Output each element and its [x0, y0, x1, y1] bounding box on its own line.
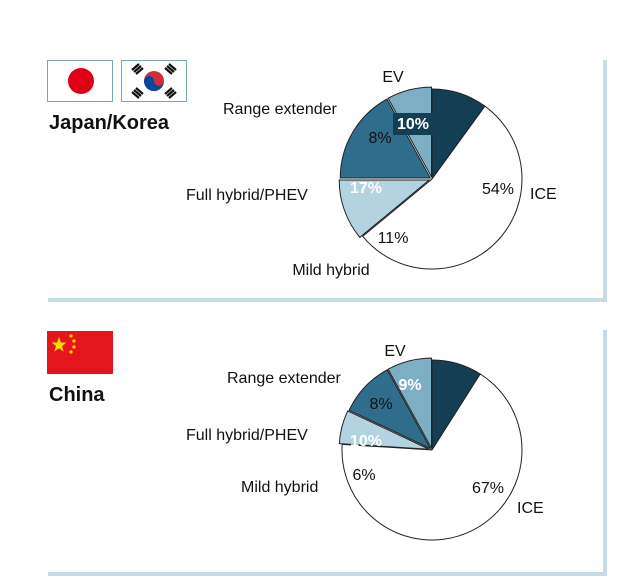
- pct-label-ev: 10%: [397, 116, 429, 133]
- china-flag-icon: [47, 331, 113, 374]
- category-label-range-extender: Range extender: [223, 101, 338, 118]
- category-label-mild-hybrid: Mild hybrid: [241, 479, 318, 496]
- pct-label-mild-hybrid: 6%: [352, 467, 375, 484]
- pct-label-bg-ev: [393, 113, 433, 135]
- pie-slice-range-extender: [387, 357, 433, 449]
- category-label-mild-hybrid: Mild hybrid: [292, 262, 369, 279]
- category-label-range-extender: Range extender: [227, 370, 342, 387]
- region-label-china: China: [49, 384, 105, 406]
- pct-label-ev: 9%: [398, 377, 421, 394]
- pie-slice-ice: [361, 105, 523, 270]
- pct-label-full-hybrid-phev: 10%: [350, 433, 382, 450]
- japan-flag-icon: [47, 60, 113, 102]
- pie-slice-full-hybrid-phev: [339, 98, 432, 179]
- pie-chart-japan-korea: 10% 54% 11% 17% 8% EV ICE Mild hybrid Full hybri…: [186, 69, 557, 279]
- region-label-japan-korea: Japan/Korea: [49, 112, 170, 134]
- panel-2-right-border: [603, 330, 607, 575]
- pct-label-full-hybrid-phev: 17%: [350, 180, 382, 197]
- pie-slice-full-hybrid-phev: [348, 369, 432, 450]
- pie-chart-china: 9% 67% 6% 10% 8% EV ICE Mild hybrid Full hybrid/…: [186, 343, 544, 541]
- pct-label-ice: 54%: [482, 181, 514, 198]
- korea-flag-icon: [121, 60, 187, 102]
- pie-slice-ice: [341, 373, 523, 541]
- panel-1-right-border: [603, 60, 607, 300]
- pct-label-range-extender: 8%: [369, 396, 392, 413]
- category-label-ice: ICE: [530, 186, 557, 203]
- category-label-ev: EV: [384, 343, 406, 360]
- panel-1-bottom-border: [48, 298, 607, 302]
- category-label-full-hybrid-phev: Full hybrid/PHEV: [186, 187, 308, 204]
- pie-slice-mild-hybrid: [338, 179, 431, 239]
- pct-label-range-extender: 8%: [368, 130, 391, 147]
- panel-2-bottom-border: [48, 572, 607, 576]
- category-label-full-hybrid-phev: Full hybrid/PHEV: [186, 427, 308, 444]
- category-label-ice: ICE: [517, 500, 544, 517]
- pct-label-ice: 67%: [472, 480, 504, 497]
- pct-label-mild-hybrid: 11%: [378, 230, 409, 247]
- pie-slice-mild-hybrid: [338, 410, 430, 450]
- category-label-ev: EV: [382, 69, 404, 86]
